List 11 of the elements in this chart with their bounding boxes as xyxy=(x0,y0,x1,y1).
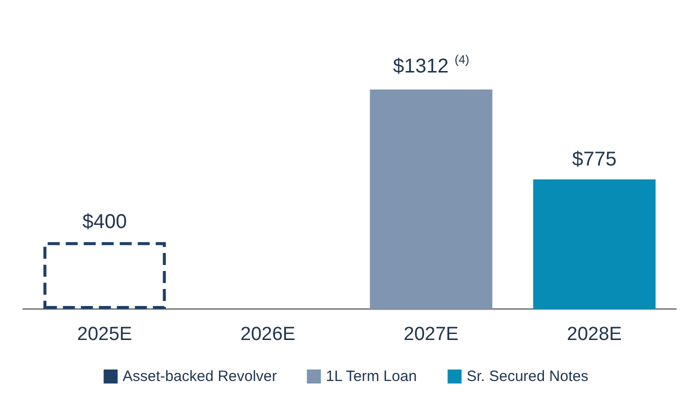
data-label: $400 xyxy=(82,211,127,234)
legend-label: Asset-backed Revolver xyxy=(122,368,277,385)
data-label: $775 xyxy=(572,148,617,170)
legend-label: Sr. Secured Notes xyxy=(466,368,588,385)
x-tick-label: 2025E xyxy=(77,324,132,345)
data-label: $1312 xyxy=(392,55,449,78)
legend-label: 1L Term Loan xyxy=(326,368,417,385)
x-tick-label: 2027E xyxy=(404,324,459,345)
x-tick-label: 2026E xyxy=(240,324,296,345)
x-tick-label: 2028E xyxy=(566,324,622,345)
annotation: (4) xyxy=(454,52,470,66)
